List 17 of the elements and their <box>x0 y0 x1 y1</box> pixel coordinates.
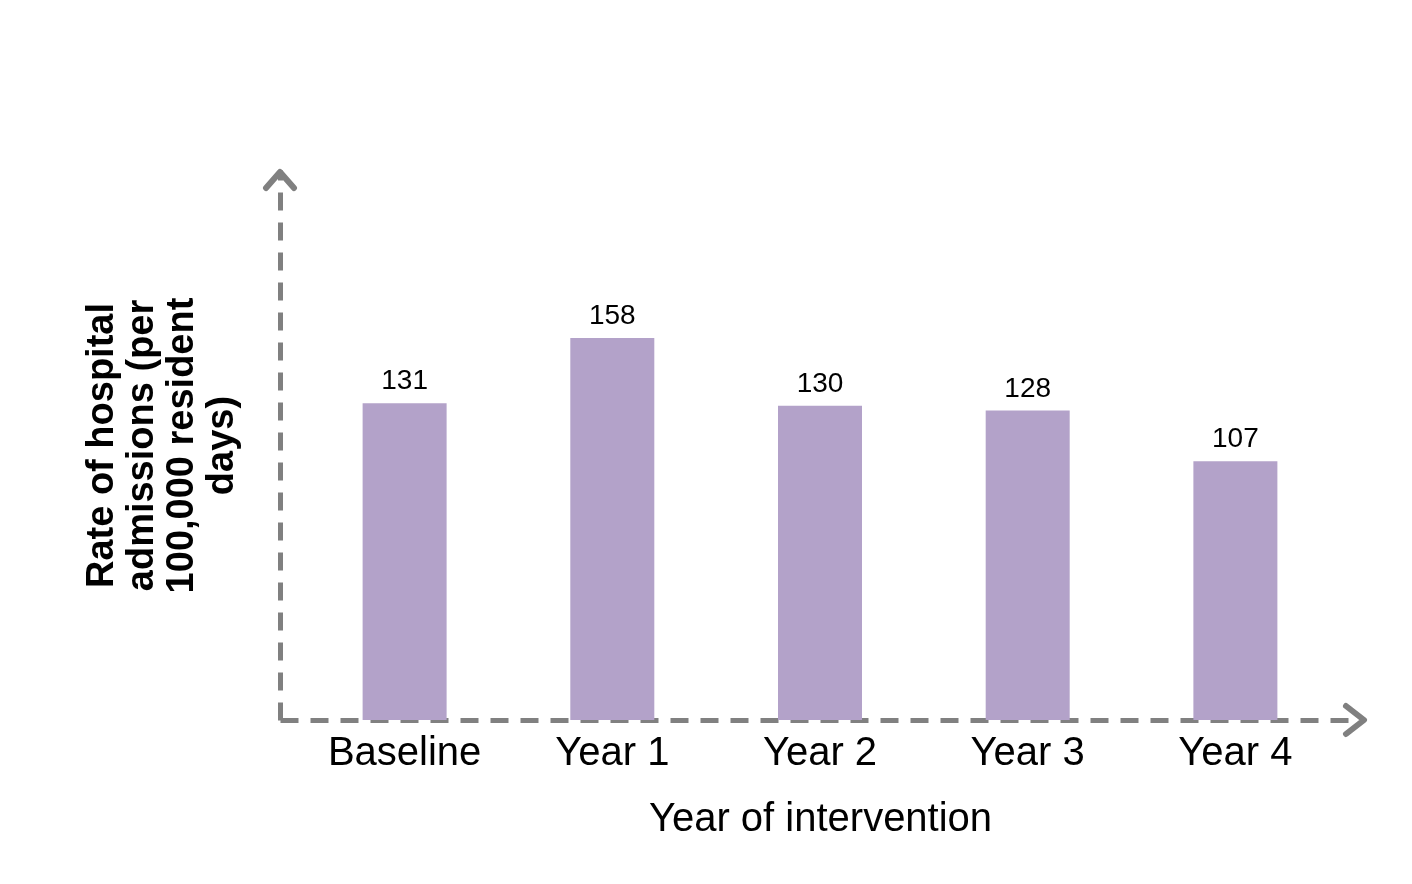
data-label: 107 <box>1212 422 1259 454</box>
x-tick-label: Year 3 <box>970 728 1085 773</box>
bar <box>985 410 1070 720</box>
x-axis-title: Year of intervention <box>648 794 993 839</box>
data-label: 158 <box>588 299 636 331</box>
x-tick-label: Year 1 <box>555 728 670 773</box>
data-label: 130 <box>796 366 844 398</box>
bar <box>362 403 447 720</box>
x-tick-label: Year 2 <box>762 728 878 773</box>
bar <box>1193 461 1278 720</box>
y-axis-title: Rate of hospital admissions (per 100,000 resident days) <box>78 297 241 594</box>
data-label: 128 <box>1004 371 1052 403</box>
bar <box>570 338 655 720</box>
x-tick-label: Baseline <box>327 728 482 773</box>
bar <box>778 405 862 720</box>
data-label: 131 <box>381 364 428 396</box>
x-tick-label: Year 4 <box>1178 728 1293 773</box>
